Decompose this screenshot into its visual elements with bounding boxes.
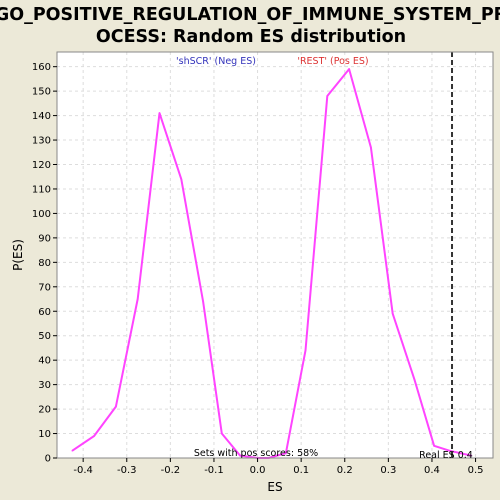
y-tick-label-15: 150 — [32, 87, 51, 98]
y-tick-label-13: 130 — [32, 136, 51, 147]
x-axis-ticks: -0.4 -0.3 -0.2 -0.1 0.0 0.1 0.2 0.3 0.4 0.5 — [73, 458, 484, 476]
series-0-point-12 — [304, 349, 307, 352]
y-tick-label-16: 160 — [32, 62, 51, 73]
series-0-point-3 — [136, 298, 139, 300]
series-0-point-4 — [158, 112, 161, 114]
series-0-point-14 — [348, 68, 350, 70]
x-tick-label-4: 0.0 — [250, 465, 266, 476]
y-tick-label-6: 60 — [38, 307, 51, 318]
x-tick-label-2: -0.2 — [161, 465, 181, 476]
y-tick-label-10: 100 — [32, 209, 51, 220]
y-tick-label-11: 110 — [32, 184, 51, 195]
x-tick-label-8: 0.4 — [424, 465, 440, 476]
pos-es-label: 'REST' (Pos ES) — [297, 56, 368, 67]
series-0-point-15 — [370, 146, 372, 149]
series-0-point-17 — [413, 378, 416, 381]
y-tick-label-3: 30 — [38, 380, 51, 391]
series-0-point-11 — [285, 452, 287, 454]
x-tick-label-1: -0.3 — [117, 465, 137, 476]
x-axis-title: ES — [267, 480, 282, 494]
series-0-point-8 — [239, 454, 241, 457]
series-0-point-1 — [93, 435, 95, 437]
series-0-point-19 — [448, 449, 451, 452]
y-tick-label-7: 70 — [38, 282, 51, 293]
series-0-point-2 — [115, 405, 117, 408]
y-axis-title: P(ES) — [11, 239, 25, 271]
y-tick-label-9: 90 — [38, 233, 51, 244]
real-es-annotation: Real ES 0.4 — [419, 450, 473, 461]
y-tick-label-14: 140 — [32, 111, 51, 122]
series-0-point-0 — [71, 449, 74, 452]
x-tick-label-7: 0.3 — [380, 465, 396, 476]
y-tick-label-12: 120 — [32, 160, 51, 171]
series-0-point-7 — [221, 432, 223, 435]
series-0-point-13 — [326, 95, 329, 97]
y-tick-label-0: 0 — [45, 454, 51, 465]
x-tick-label-5: 0.1 — [293, 465, 309, 476]
plot-border — [56, 51, 494, 459]
x-tick-label-3: -0.1 — [204, 465, 224, 476]
y-tick-label-4: 40 — [38, 356, 51, 367]
series-0-point-16 — [391, 312, 394, 315]
x-tick-label-6: 0.2 — [337, 465, 353, 476]
chart-title-line2: OCESS: Random ES distribution — [96, 27, 406, 47]
series-0-point-20 — [470, 454, 473, 457]
y-axis-ticks: 0 10 20 30 40 50 60 70 80 90 100 110 120 130 140 150 160 — [32, 62, 57, 465]
series-0-point-18 — [433, 445, 435, 447]
y-tick-label-8: 80 — [38, 258, 51, 269]
neg-es-label: 'shSCR' (Neg ES) — [176, 56, 256, 67]
chart-title-line1: GO_POSITIVE_REGULATION_OF_IMMUNE_SYSTEM_… — [0, 5, 500, 25]
plot-area — [57, 52, 493, 458]
y-tick-label-1: 10 — [38, 429, 51, 440]
series-0-point-5 — [180, 178, 183, 180]
series-0-point-6 — [202, 300, 204, 303]
x-tick-label-9: 0.5 — [468, 465, 484, 476]
y-tick-label-2: 20 — [38, 405, 51, 416]
y-tick-label-5: 50 — [38, 331, 51, 342]
x-tick-label-0: -0.4 — [73, 465, 93, 476]
pos-scores-annotation: Sets with pos scores: 58% — [194, 448, 318, 459]
